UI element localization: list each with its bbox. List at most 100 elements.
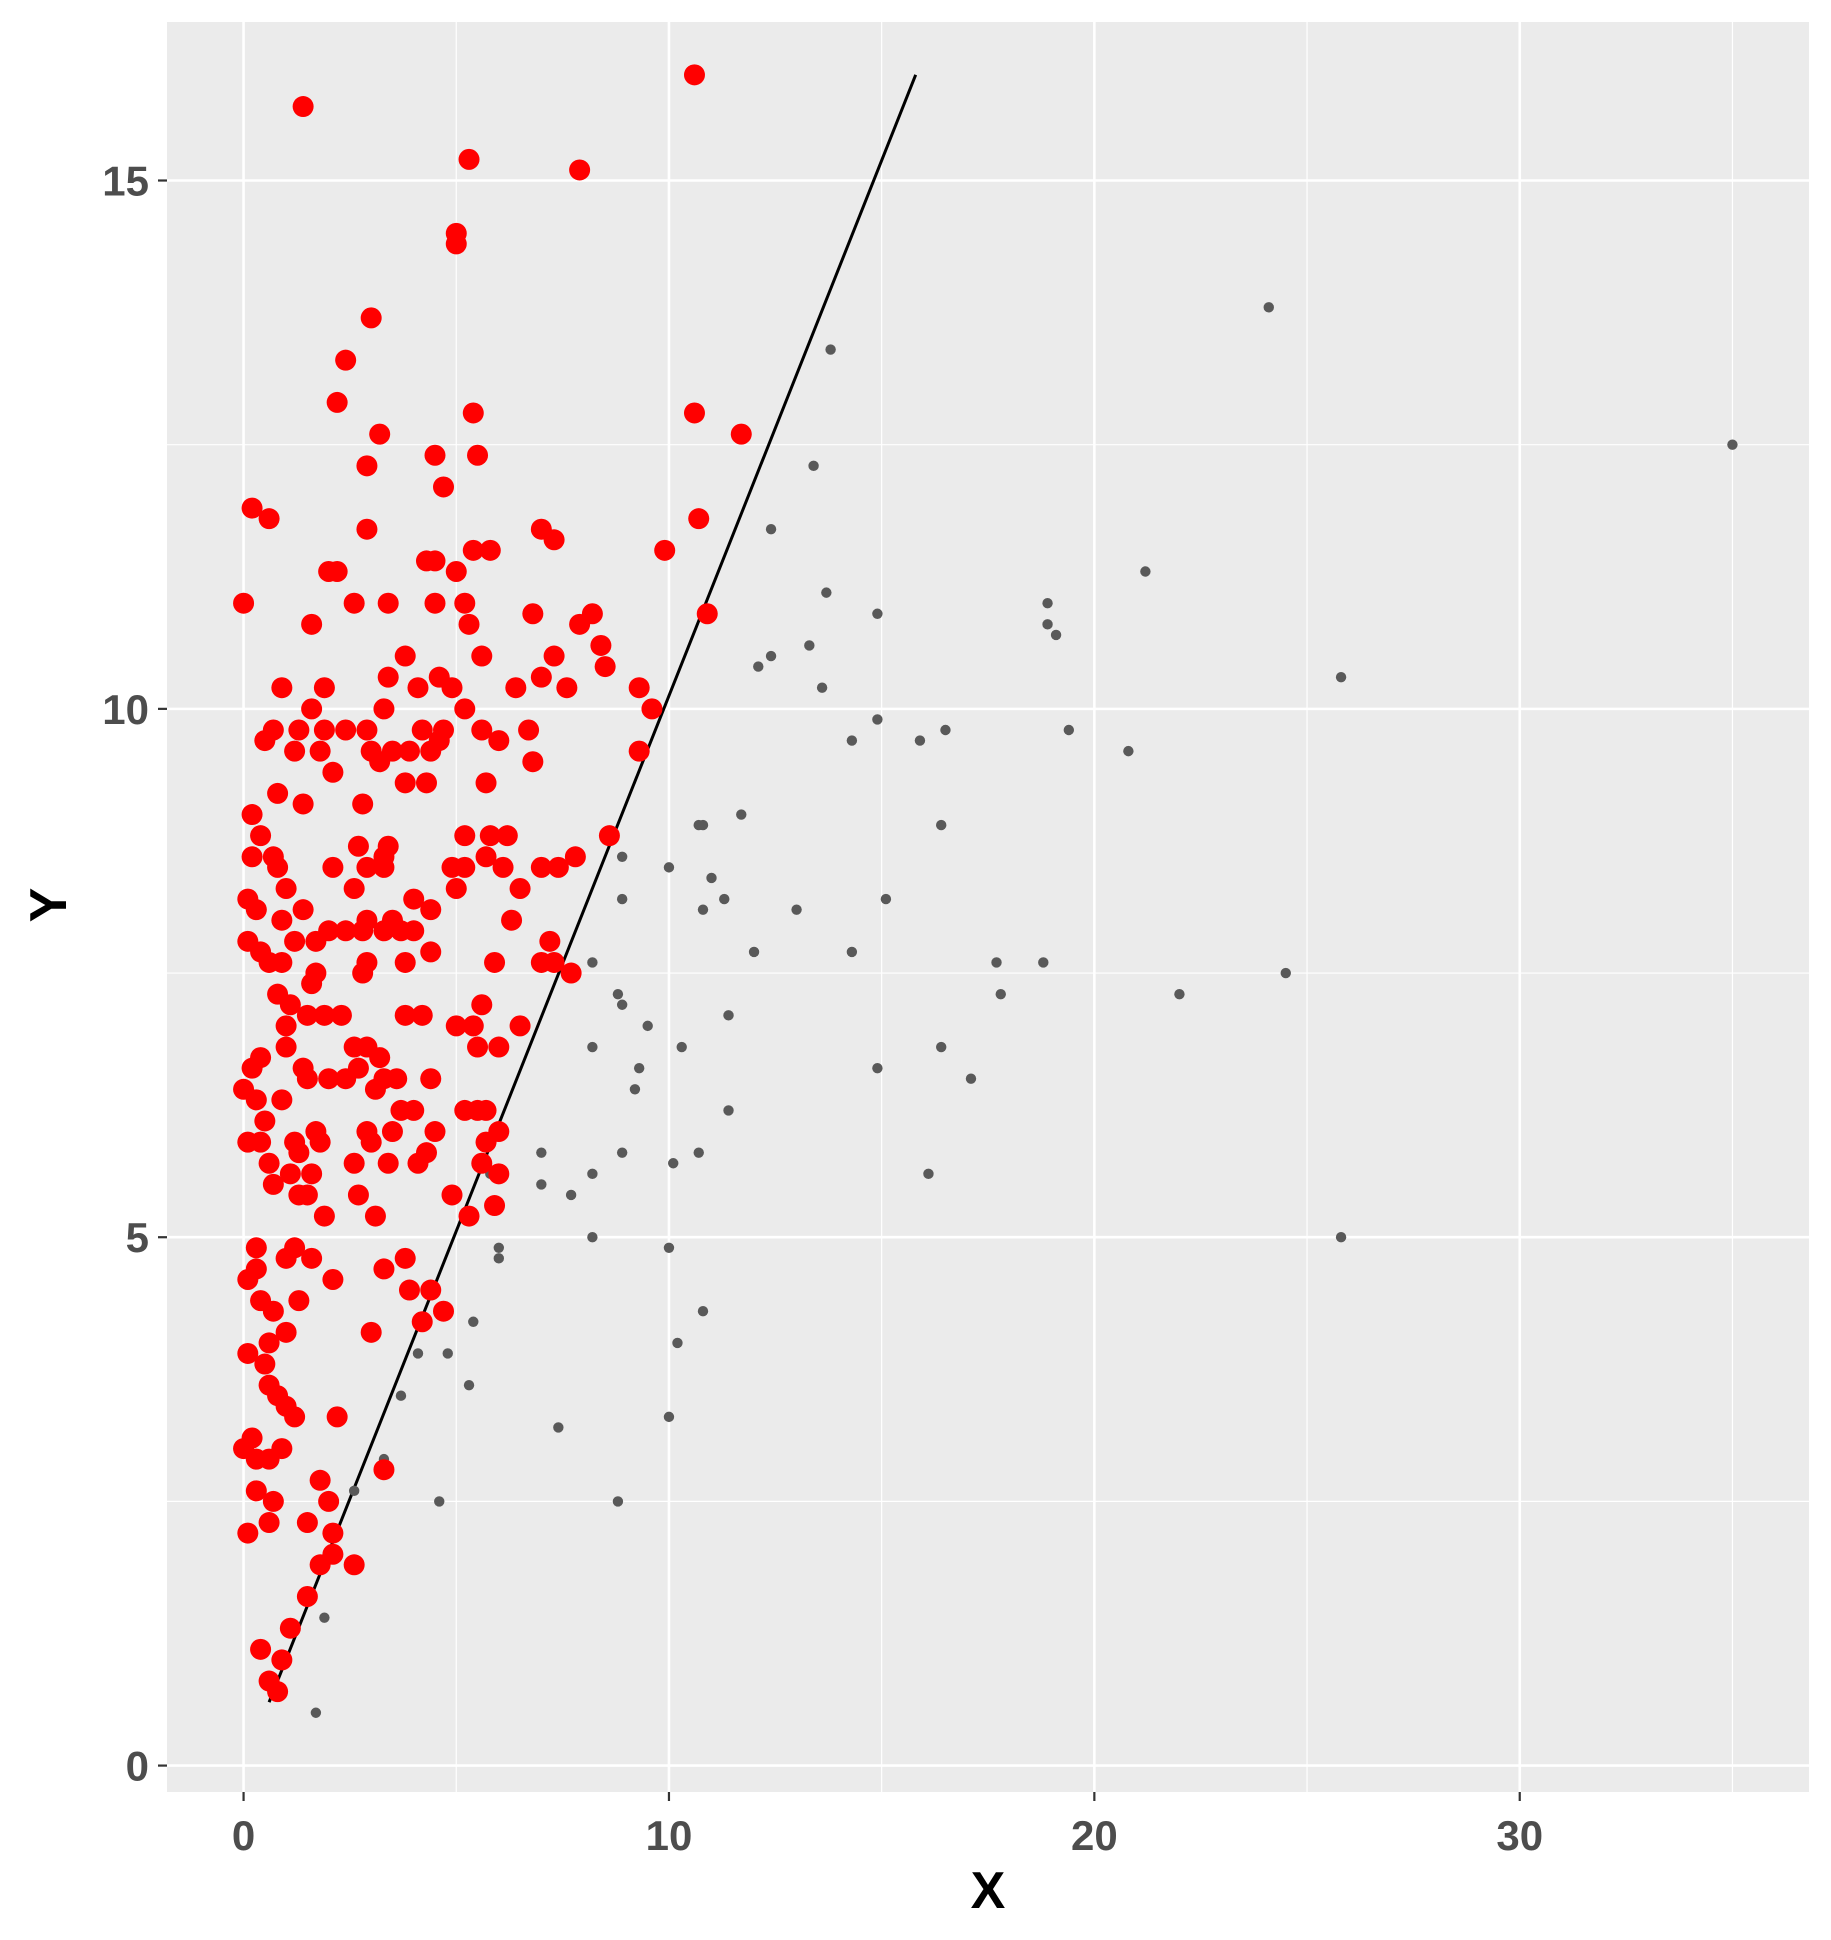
red-data-point: [250, 825, 272, 847]
red-data-point: [313, 1004, 335, 1026]
red-data-point: [420, 941, 442, 963]
y-axis-title: Y: [20, 888, 78, 923]
red-data-point: [288, 719, 310, 741]
red-data-point: [233, 592, 255, 614]
red-data-point: [296, 1004, 318, 1026]
red-data-point: [262, 1300, 284, 1322]
red-data-point: [560, 962, 582, 984]
red-data-point: [279, 1617, 301, 1639]
red-data-point: [318, 1068, 340, 1090]
red-data-point: [467, 1036, 489, 1058]
gray-data-point: [629, 1084, 641, 1095]
red-data-point: [539, 930, 561, 952]
red-data-point: [398, 1279, 420, 1301]
red-data-point: [475, 846, 497, 868]
gray-data-point: [753, 661, 764, 672]
red-data-point: [279, 1163, 301, 1185]
red-data-point: [335, 349, 357, 371]
gray-data-point: [872, 714, 883, 725]
red-data-point: [590, 634, 612, 656]
x-tick-label: 20: [1071, 1812, 1118, 1859]
gray-data-point: [1042, 619, 1053, 630]
red-data-point: [237, 1522, 259, 1544]
gray-data-point: [765, 650, 777, 662]
trend-line-layer: [267, 74, 918, 1703]
gray-data-point: [1063, 724, 1075, 736]
red-data-point: [420, 899, 442, 921]
red-data-point: [394, 1247, 416, 1269]
red-data-point: [275, 1395, 297, 1417]
gray-data-point: [804, 640, 815, 651]
red-data-point: [628, 677, 650, 699]
red-data-point: [296, 1512, 318, 1534]
red-data-point: [326, 391, 348, 413]
red-data-point: [343, 592, 365, 614]
red-data-point: [556, 677, 578, 699]
red-data-point: [403, 1099, 425, 1121]
gray-data-point: [693, 819, 704, 831]
red-data-point: [424, 550, 446, 572]
gray-data-point: [587, 1168, 598, 1180]
gray-data-point: [846, 946, 858, 958]
red-data-point: [301, 1163, 323, 1185]
gray-data-point: [663, 862, 675, 873]
red-data-point: [688, 508, 710, 530]
red-data-point: [318, 920, 340, 942]
x-tick-label: 10: [646, 1812, 693, 1859]
red-data-point: [471, 1152, 493, 1174]
red-data-point: [424, 592, 446, 614]
red-data-point: [484, 1195, 506, 1217]
red-data-point: [598, 825, 620, 847]
red-data-point: [296, 1586, 318, 1608]
red-data-point: [301, 1247, 323, 1269]
red-data-point: [241, 497, 263, 519]
gray-data-point: [616, 999, 628, 1010]
gray-data-point: [668, 1158, 679, 1169]
red-data-point: [309, 1469, 331, 1491]
red-data-point: [301, 973, 323, 995]
red-data-point: [377, 835, 399, 857]
gray-data-point: [991, 957, 1002, 968]
red-data-point: [258, 1332, 280, 1354]
gray-data-point: [310, 1707, 322, 1718]
red-data-point: [445, 878, 467, 900]
red-data-point: [254, 1110, 276, 1132]
red-data-point: [411, 1311, 433, 1333]
red-data-point: [284, 1131, 306, 1153]
gray-data-point: [825, 344, 836, 355]
red-data-point: [322, 1522, 344, 1544]
red-data-point: [245, 899, 267, 921]
gray-data-point: [553, 1422, 564, 1433]
red-data-point: [479, 539, 501, 561]
red-data-point: [309, 740, 331, 762]
red-data-point: [433, 476, 455, 498]
gray-data-point: [791, 904, 802, 915]
red-data-point: [356, 719, 378, 741]
y-tick-label: 0: [126, 1743, 149, 1790]
red-data-point: [462, 539, 484, 561]
gray-data-point: [872, 1062, 883, 1074]
x-tick-label: 0: [232, 1812, 255, 1859]
red-data-point: [543, 645, 565, 667]
red-data-point: [411, 1004, 433, 1026]
red-data-point: [509, 878, 531, 900]
gray-data-point: [936, 1041, 947, 1053]
gray-data-point: [348, 1485, 360, 1497]
red-data-point: [403, 888, 425, 910]
gray-data-point: [872, 608, 883, 619]
red-data-point: [347, 1057, 369, 1079]
gray-data-point: [463, 1379, 475, 1391]
gray-data-point: [434, 1496, 445, 1507]
trend-line: [267, 74, 918, 1703]
red-data-point: [373, 920, 395, 942]
gray-data-point: [846, 735, 858, 746]
red-data-point: [301, 698, 323, 720]
red-data-point: [245, 1237, 267, 1259]
gray-data-point: [1335, 1232, 1347, 1243]
red-data-point: [569, 159, 591, 181]
red-data-point: [284, 740, 306, 762]
red-data-point: [352, 920, 374, 942]
red-data-point: [284, 1237, 306, 1259]
red-data-point: [237, 1342, 259, 1364]
y-tick-label: 10: [102, 686, 149, 733]
